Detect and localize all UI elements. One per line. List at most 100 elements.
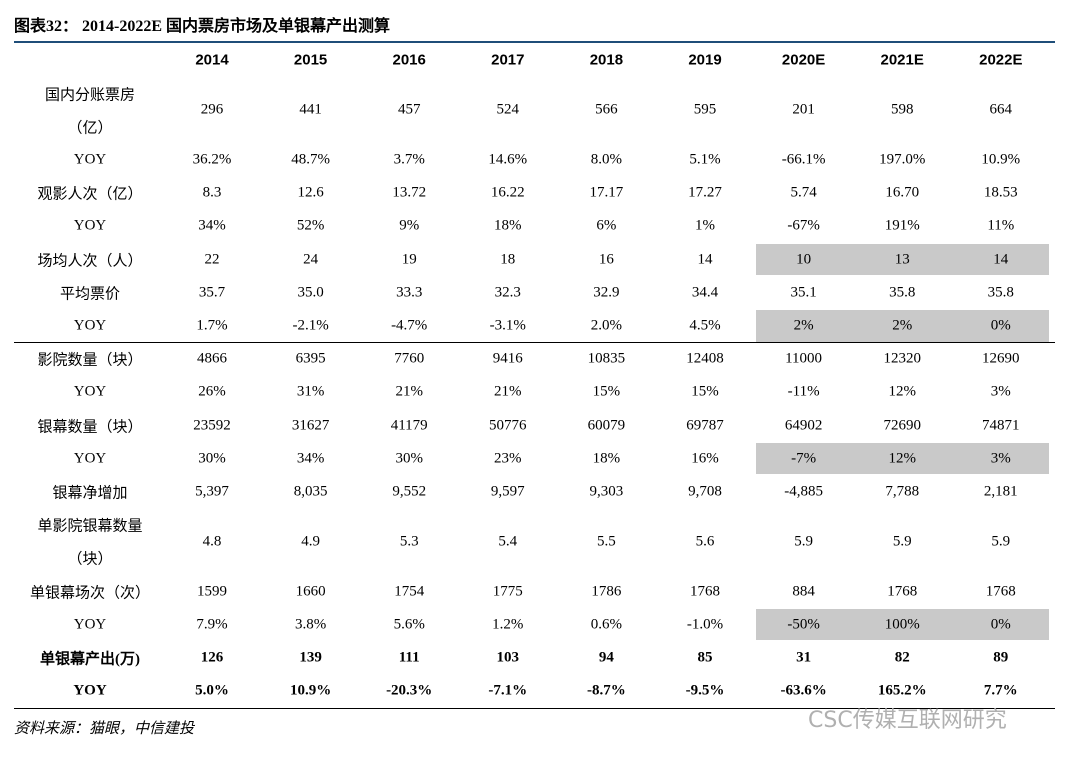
cell: -67% xyxy=(787,217,820,234)
cell: 31 xyxy=(796,649,812,666)
cell: 23% xyxy=(494,450,522,467)
cell: 16% xyxy=(691,450,719,467)
cell: 1786 xyxy=(591,583,622,600)
cell: 3% xyxy=(990,383,1011,400)
cell: 7.9% xyxy=(196,616,228,633)
cell: -7% xyxy=(791,450,817,467)
cell: -9.5% xyxy=(685,682,725,699)
cell: 6395 xyxy=(295,350,326,367)
cell: -50% xyxy=(787,616,820,633)
cell: 598 xyxy=(890,101,914,118)
cell: 30% xyxy=(395,450,423,467)
cell: 1.2% xyxy=(492,616,524,633)
cell: 35.1 xyxy=(790,284,817,301)
cell: 100% xyxy=(884,616,920,633)
cell: 201 xyxy=(792,101,815,118)
cell: 18% xyxy=(592,450,621,467)
column-header: 2016 xyxy=(392,51,426,69)
cell: 36.2% xyxy=(192,151,232,168)
cell: 7.7% xyxy=(983,682,1018,699)
cell: 8.3 xyxy=(202,184,222,201)
cell: 0% xyxy=(990,616,1011,633)
cell: -66.1% xyxy=(781,151,826,168)
cell: 64902 xyxy=(784,417,823,434)
cell: 69787 xyxy=(686,417,724,434)
cell: 52% xyxy=(296,217,325,234)
cell: 35.7 xyxy=(198,284,226,301)
cell: 3% xyxy=(990,450,1011,467)
cell: 18.53 xyxy=(983,184,1018,201)
cell: 10.9% xyxy=(289,682,332,699)
cell: 16.22 xyxy=(490,184,525,201)
cell: 35.0 xyxy=(297,284,324,301)
cell: 16 xyxy=(598,251,614,268)
row-label: 国内分账票房 xyxy=(44,87,136,104)
cell: 884 xyxy=(792,583,815,600)
cell: 22 xyxy=(204,251,220,268)
cell: 14 xyxy=(697,251,713,268)
cell: 12320 xyxy=(883,350,921,367)
cell: 4866 xyxy=(197,350,227,367)
cell: 5.9 xyxy=(991,533,1011,550)
cell: 457 xyxy=(397,101,421,118)
column-header: 2014 xyxy=(195,51,229,69)
cell: 18% xyxy=(494,217,522,234)
cell: -7.1% xyxy=(488,682,528,699)
cell: 5.6% xyxy=(393,616,425,633)
cell: 1768 xyxy=(985,583,1016,600)
cell: -4.7% xyxy=(391,317,428,334)
cell: 8.0% xyxy=(590,151,623,168)
cell: 9% xyxy=(399,217,420,234)
cell: 0.6% xyxy=(590,616,623,633)
cell: -2.1% xyxy=(292,317,329,334)
cell: 9,597 xyxy=(490,483,525,500)
column-header: 2019 xyxy=(688,51,722,69)
cell: 5.9 xyxy=(892,533,912,550)
cell: 12690 xyxy=(982,350,1020,367)
cell: 1775 xyxy=(492,583,523,600)
cell: 9,303 xyxy=(589,483,624,500)
row-label: 银幕数量（块） xyxy=(37,419,143,436)
column-header: 2020E xyxy=(781,51,826,69)
row-label: 单影院银幕数量 xyxy=(37,518,143,535)
shaded-cells xyxy=(755,310,1049,342)
cell: -4,885 xyxy=(784,483,823,500)
cell: 3.7% xyxy=(393,151,425,168)
cell: 31627 xyxy=(291,417,330,434)
column-header: 2022E xyxy=(979,51,1023,69)
cell: 26% xyxy=(198,383,226,400)
cell: 1768 xyxy=(887,583,918,600)
cell: 2.0% xyxy=(590,317,623,334)
cell: 14.6% xyxy=(488,151,528,168)
shaded-cells xyxy=(755,443,1049,475)
cell: 296 xyxy=(200,101,224,118)
cell: 72690 xyxy=(883,417,921,434)
cell: 524 xyxy=(496,101,520,118)
cell: 48.7% xyxy=(291,151,330,168)
cell: -11% xyxy=(787,383,820,400)
cell: 41179 xyxy=(390,417,428,434)
cell: 0% xyxy=(990,317,1011,334)
row-label: YOY xyxy=(73,317,107,334)
cell: 35.8 xyxy=(889,284,916,301)
column-header: 2015 xyxy=(293,51,328,69)
row-label: 影院数量（块） xyxy=(37,352,143,369)
row-label: YOY xyxy=(73,682,107,699)
cell: 34% xyxy=(198,217,226,234)
cell: -8.7% xyxy=(587,682,626,699)
cell: 6% xyxy=(596,217,617,234)
column-header: 2017 xyxy=(491,51,525,69)
cell: 2% xyxy=(793,317,814,334)
cell: 126 xyxy=(200,649,224,666)
cell: -20.3% xyxy=(386,682,433,699)
row-label: YOY xyxy=(73,383,107,400)
cell: 17.17 xyxy=(589,184,624,201)
cell: 18 xyxy=(500,251,516,268)
cell: -1.0% xyxy=(686,616,724,633)
cell: 165.2% xyxy=(877,682,927,699)
cell: 32.9 xyxy=(593,284,620,301)
shaded-cells xyxy=(755,609,1049,641)
cell: 24 xyxy=(303,251,319,268)
cell: 4.8 xyxy=(202,533,222,550)
cell: 5.3 xyxy=(399,533,419,550)
